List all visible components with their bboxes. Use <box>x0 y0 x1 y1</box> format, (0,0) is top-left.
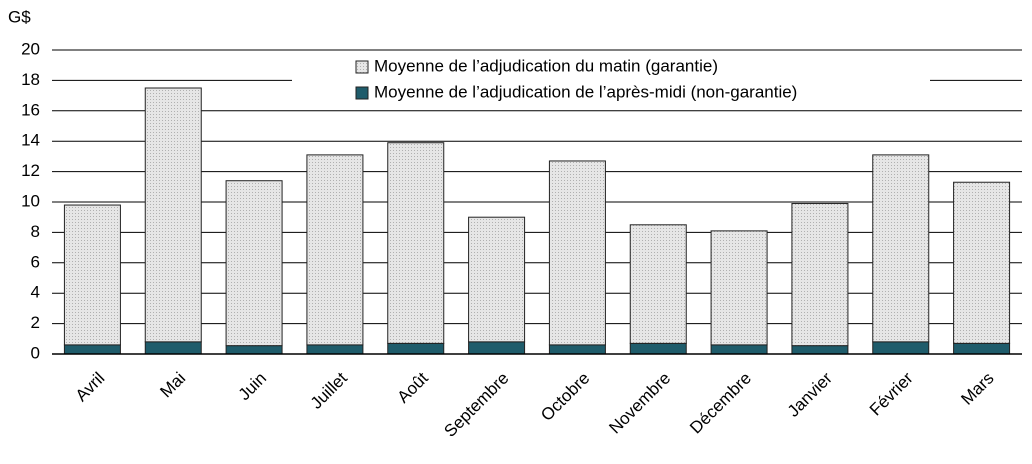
bar-segment <box>791 203 849 347</box>
y-axis-label: G$ <box>8 7 31 26</box>
legend-label: Moyenne de l’adjudication du matin (gara… <box>374 56 718 75</box>
y-tick-label: 6 <box>31 252 40 271</box>
legend-swatch <box>355 86 369 100</box>
bar-segment <box>710 344 768 355</box>
bar-segment <box>306 344 364 355</box>
bar-segment <box>144 87 202 343</box>
x-tick-label: Février <box>866 368 917 419</box>
legend-box <box>292 52 930 106</box>
x-tick-label: Mars <box>957 369 997 409</box>
bar-segment <box>629 224 687 344</box>
bar-segment <box>387 342 445 355</box>
x-tick-label: Août <box>394 368 432 406</box>
y-tick-label: 10 <box>21 191 40 210</box>
y-tick-label: 18 <box>21 70 40 89</box>
bar-segment <box>548 344 606 355</box>
bar-segment <box>710 230 768 346</box>
bar-segment <box>872 154 930 343</box>
bar-segment <box>629 342 687 355</box>
x-tick-label: Avril <box>72 369 109 406</box>
x-tick-label: Juillet <box>307 368 351 412</box>
x-tick-label: Mai <box>156 369 189 402</box>
bar-segment <box>791 345 849 355</box>
bar-segment <box>225 180 283 347</box>
y-tick-label: 0 <box>31 343 40 362</box>
x-tick-label: Janvier <box>784 368 836 420</box>
bar-segment <box>953 342 1011 355</box>
bar-segment <box>387 142 445 344</box>
bar-segment <box>548 160 606 346</box>
x-tick-label: Septembre <box>440 369 512 441</box>
bar-segment <box>63 344 121 355</box>
y-tick-label: 20 <box>21 39 40 58</box>
y-tick-label: 2 <box>31 313 40 332</box>
bar-segment <box>306 154 364 346</box>
bar-segment <box>468 216 526 343</box>
y-tick-label: 4 <box>31 283 40 302</box>
x-tick-label: Décembre <box>686 369 755 438</box>
bar-segment <box>468 341 526 355</box>
x-tick-label: Novembre <box>605 369 674 438</box>
x-tick-label: Octobre <box>537 369 593 425</box>
legend-label: Moyenne de l’adjudication de l’après-mid… <box>374 82 797 101</box>
y-tick-label: 14 <box>21 131 40 150</box>
y-tick-label: 8 <box>31 222 40 241</box>
y-tick-label: 12 <box>21 161 40 180</box>
y-tick-label: 16 <box>21 100 40 119</box>
bar-segment <box>225 345 283 355</box>
bar-segment <box>144 341 202 355</box>
x-tick-label: Juin <box>235 369 270 404</box>
bar-segment <box>63 204 121 346</box>
bar-segment <box>872 341 930 355</box>
legend-swatch <box>355 60 369 74</box>
bar-segment <box>953 181 1011 344</box>
